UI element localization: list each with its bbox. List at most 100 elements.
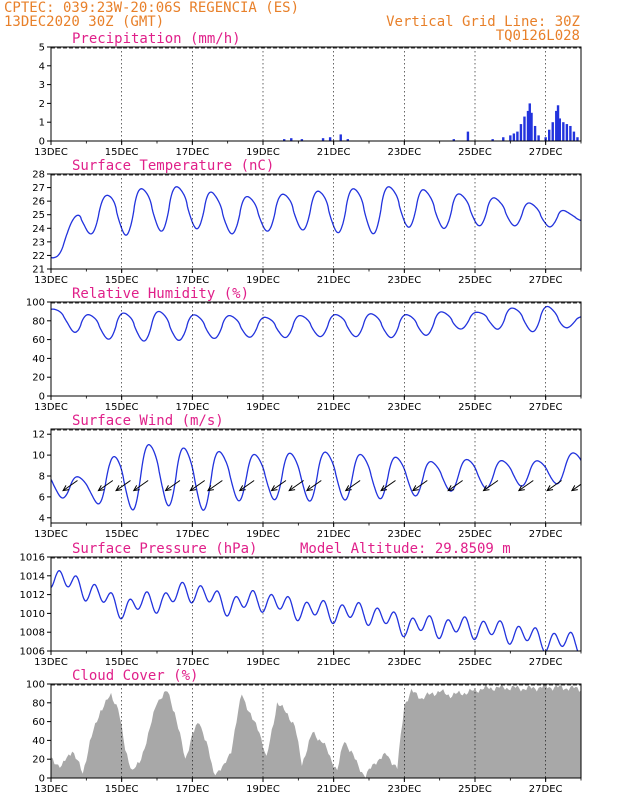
x-tick-label: 25DEC bbox=[458, 402, 492, 413]
x-tick-label: 23DEC bbox=[387, 275, 421, 286]
x-tick-label: 25DEC bbox=[458, 657, 492, 668]
y-tick-label: 80 bbox=[32, 698, 45, 709]
panel-frame bbox=[50, 556, 582, 652]
precip-bar bbox=[572, 131, 576, 141]
wind-arrow bbox=[98, 480, 114, 492]
panel-6: Cloud Cover (%) 0 20 40 60 80 100 13DEC 15DEC 17D… bbox=[26, 668, 582, 795]
precip-bar bbox=[516, 131, 519, 141]
data-layer bbox=[51, 570, 579, 651]
y-tick-label: 0 bbox=[39, 392, 45, 403]
data-layer bbox=[283, 103, 579, 141]
wind-arrow bbox=[546, 480, 562, 492]
x-tick-label: 17DEC bbox=[175, 147, 209, 158]
panel-title: Relative Humidity (%) bbox=[72, 286, 249, 302]
panel-5: Surface Pressure (hPa) Model Altitude: 29… bbox=[20, 541, 582, 668]
precip-bar bbox=[533, 125, 537, 141]
data-layer bbox=[51, 684, 581, 778]
precip-bar bbox=[555, 110, 558, 141]
x-tick-label: 25DEC bbox=[458, 147, 492, 158]
y-tick-label: 23 bbox=[32, 237, 45, 248]
precip-bar bbox=[346, 139, 349, 141]
precip-bar bbox=[551, 122, 554, 141]
wind-arrow bbox=[288, 480, 304, 492]
wind-arrow bbox=[189, 480, 205, 492]
panel-title: Cloud Cover (%) bbox=[72, 668, 198, 684]
wind-arrow bbox=[518, 480, 534, 492]
x-tick-label: 15DEC bbox=[105, 657, 139, 668]
x-tick-label: 23DEC bbox=[387, 147, 421, 158]
wind-arrow bbox=[115, 480, 131, 492]
panel-title: Precipitation (mm/h) bbox=[72, 31, 241, 47]
y-tick-label: 28 bbox=[32, 170, 45, 181]
wind-arrow bbox=[239, 480, 255, 492]
y-tick-label: 60 bbox=[32, 717, 45, 728]
panel-1: Precipitation (mm/h) 0 1 2 3 4 5 13DEC 15DEC 17DE… bbox=[34, 31, 582, 158]
wind-arrow-head bbox=[238, 485, 246, 492]
y-tick-label: 1006 bbox=[20, 647, 45, 658]
wind-arrow-head bbox=[344, 485, 352, 492]
y-tick-label: 22 bbox=[32, 251, 45, 262]
y-tick-label: 21 bbox=[32, 265, 45, 276]
series-line bbox=[51, 570, 579, 651]
precip-bar bbox=[569, 125, 572, 141]
y-tick-label: 24 bbox=[32, 224, 45, 235]
x-tick-label: 21DEC bbox=[317, 784, 351, 795]
x-tick-label: 25DEC bbox=[458, 529, 492, 540]
x-tick-label: 17DEC bbox=[175, 275, 209, 286]
wind-arrow bbox=[447, 480, 463, 492]
panel-title: Surface Wind (m/s) bbox=[72, 413, 224, 429]
x-tick-label: 13DEC bbox=[34, 784, 68, 795]
x-tick-label: 23DEC bbox=[387, 657, 421, 668]
y-tick-label: 1014 bbox=[20, 571, 45, 582]
y-tick-label: 80 bbox=[32, 316, 45, 327]
data-layer bbox=[51, 186, 581, 259]
wind-arrow-head bbox=[206, 485, 214, 492]
wind-arrow-head bbox=[164, 485, 172, 492]
y-tick-label: 20 bbox=[32, 373, 45, 384]
y-tick-label: 1012 bbox=[20, 590, 45, 601]
x-tick-label: 27DEC bbox=[529, 402, 563, 413]
y-tick-label: 0 bbox=[39, 137, 45, 148]
x-tick-label: 17DEC bbox=[175, 402, 209, 413]
y-tick-label: 8 bbox=[39, 472, 45, 483]
y-tick-label: 1008 bbox=[20, 628, 45, 639]
precip-bar bbox=[556, 105, 560, 141]
x-tick-label: 15DEC bbox=[105, 784, 139, 795]
header-run-id: TQ0126L028 bbox=[496, 28, 580, 44]
data-layer bbox=[51, 444, 581, 511]
x-tick-label: 23DEC bbox=[387, 784, 421, 795]
wind-arrow-head bbox=[305, 485, 313, 492]
panel-2: Surface Temperature (nC) 21 22 23 24 25 26 27 28… bbox=[32, 158, 582, 286]
wind-arrow-head bbox=[517, 485, 525, 492]
x-tick-label: 25DEC bbox=[458, 275, 492, 286]
x-tick-label: 21DEC bbox=[317, 275, 351, 286]
precip-bar bbox=[548, 129, 551, 141]
x-tick-label: 19DEC bbox=[246, 657, 280, 668]
y-tick-label: 4 bbox=[39, 61, 45, 72]
wind-arrow-head bbox=[270, 485, 278, 492]
precip-bar bbox=[530, 112, 533, 141]
x-tick-label: 27DEC bbox=[529, 275, 563, 286]
wind-arrow-head bbox=[115, 485, 123, 492]
x-tick-label: 13DEC bbox=[34, 147, 68, 158]
x-tick-label: 13DEC bbox=[34, 275, 68, 286]
y-tick-label: 40 bbox=[32, 354, 45, 365]
precip-bar bbox=[565, 124, 569, 141]
y-tick-label: 3 bbox=[39, 80, 45, 91]
x-tick-label: 27DEC bbox=[529, 147, 563, 158]
precip-bar bbox=[328, 137, 332, 141]
wind-arrow bbox=[571, 483, 581, 492]
x-tick-label: 15DEC bbox=[105, 147, 139, 158]
precip-bar bbox=[491, 139, 494, 141]
x-tick-label: 19DEC bbox=[246, 275, 280, 286]
wind-arrow-head bbox=[411, 485, 419, 492]
precip-bar bbox=[523, 116, 526, 141]
series-line bbox=[51, 186, 581, 259]
precip-bar bbox=[339, 134, 342, 141]
wind-arrow-head bbox=[189, 485, 197, 492]
y-tick-label: 5 bbox=[39, 43, 45, 54]
y-tick-label: 2 bbox=[39, 99, 45, 110]
series-line bbox=[51, 444, 581, 511]
y-tick-label: 1016 bbox=[20, 553, 45, 564]
